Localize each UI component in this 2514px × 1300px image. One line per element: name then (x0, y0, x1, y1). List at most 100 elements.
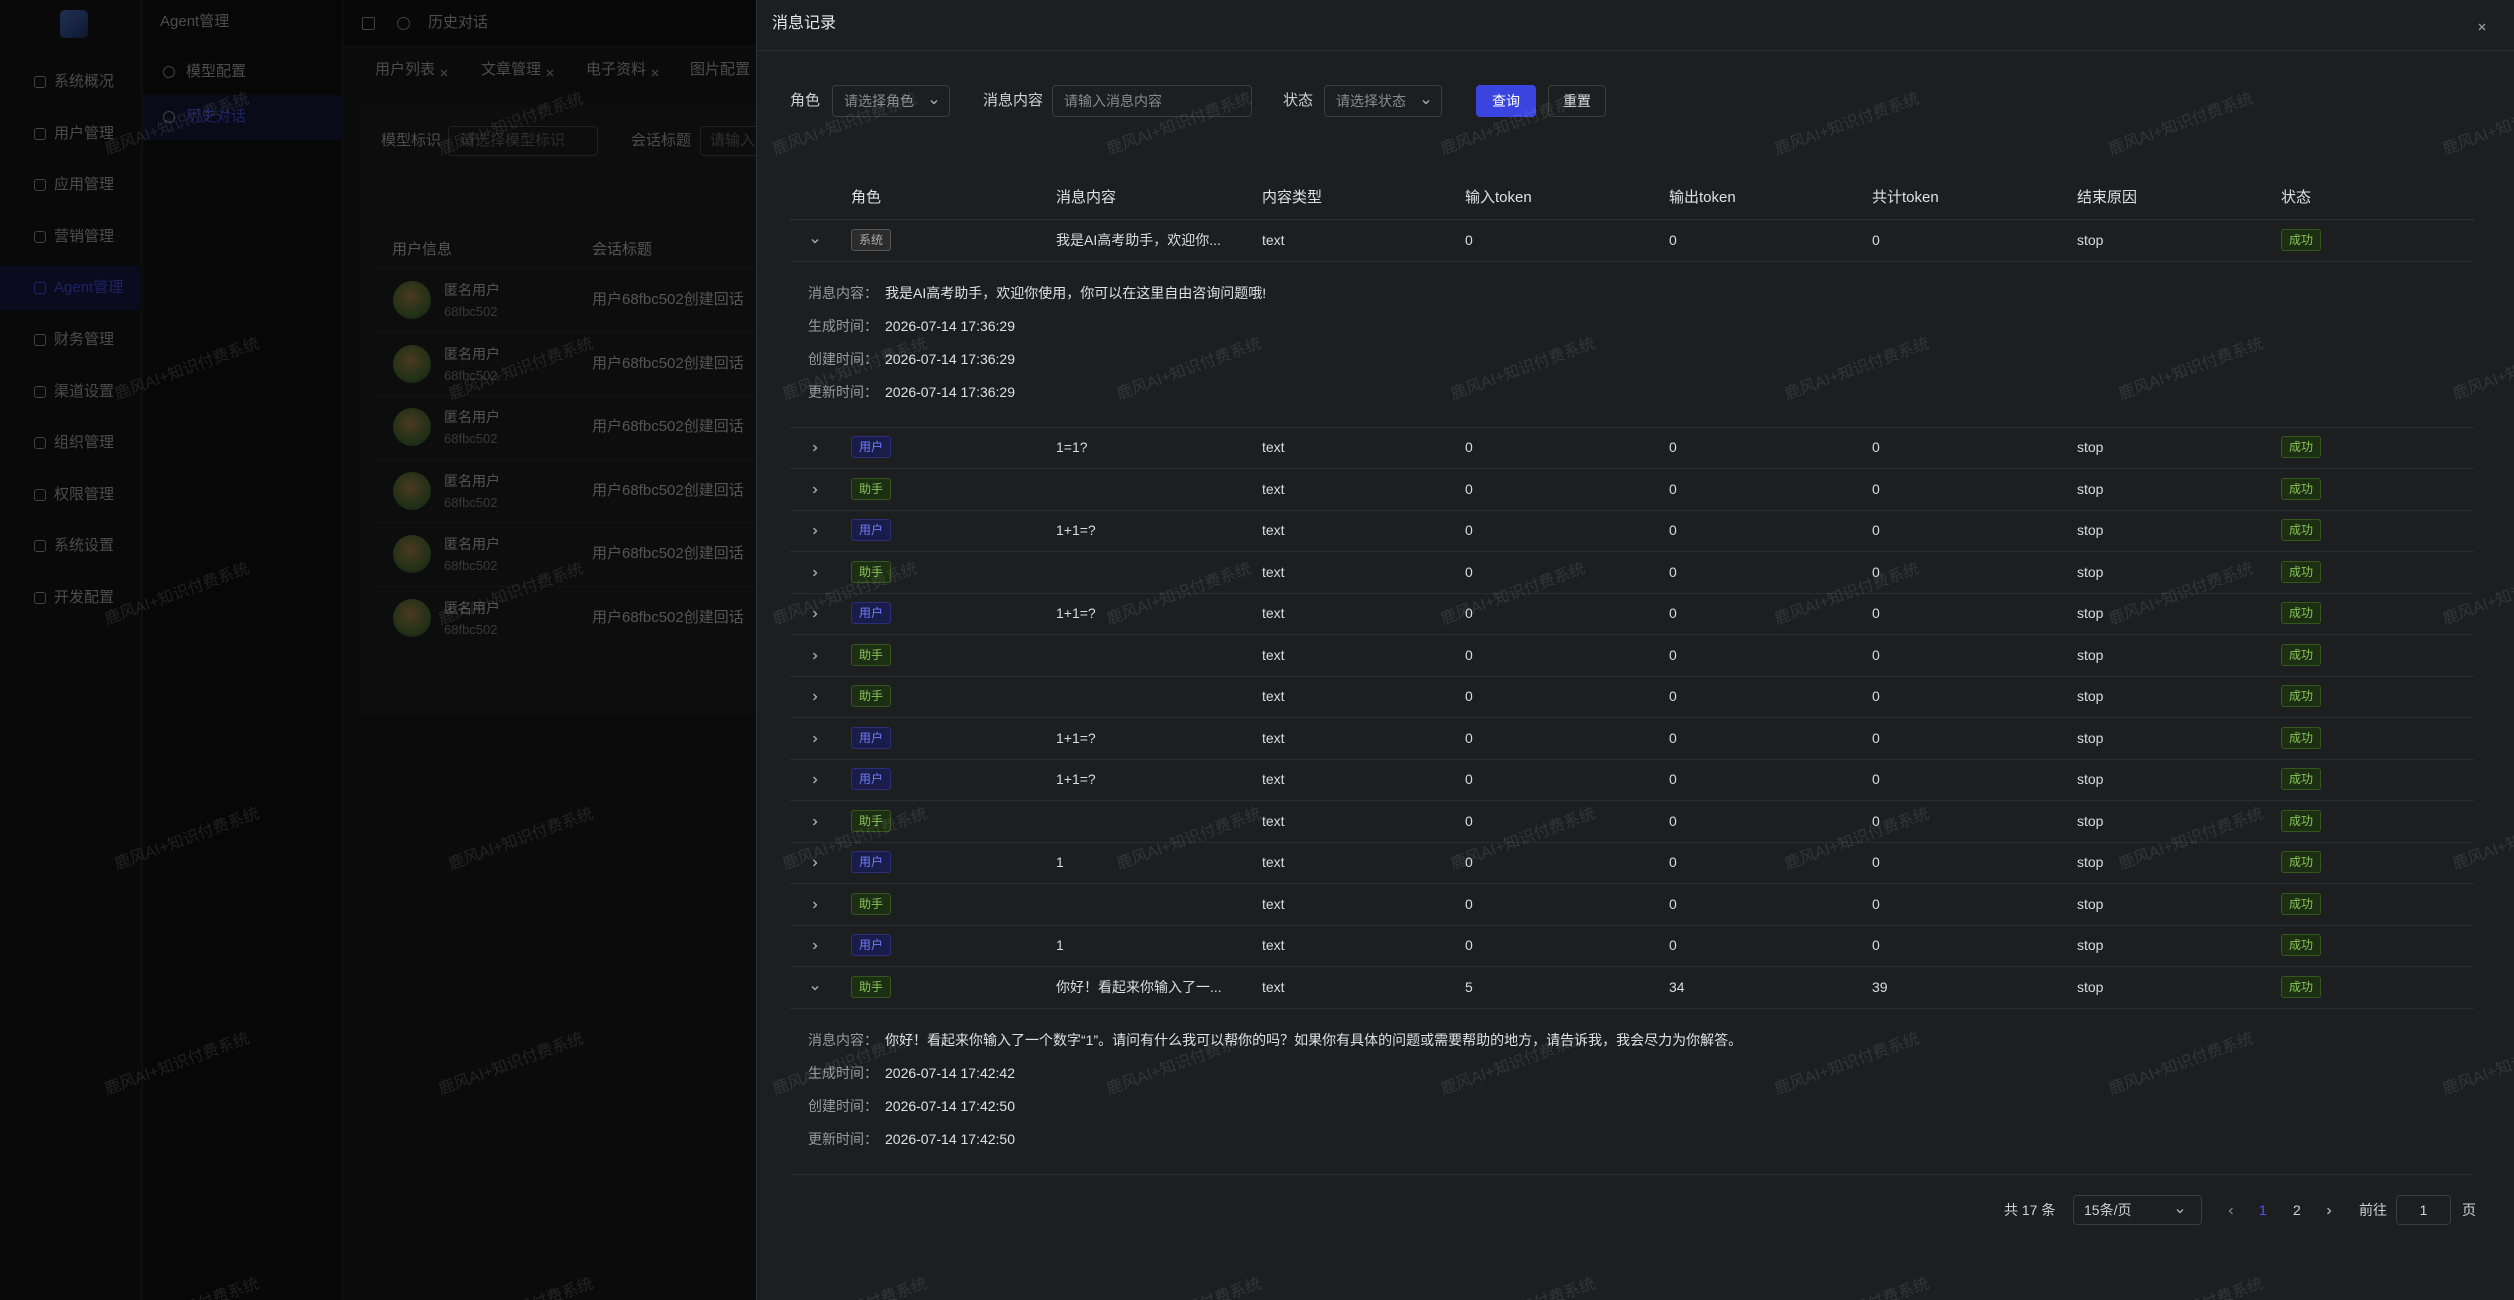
filter-select[interactable] (832, 85, 950, 117)
tab[interactable]: 图片配置 (690, 61, 751, 78)
cell-reason: stop (2077, 231, 2104, 248)
row-line (790, 800, 2474, 801)
cell-type: text (1262, 729, 1285, 746)
row-chevron[interactable] (809, 483, 821, 500)
row-chevron[interactable] (809, 607, 821, 624)
refresh-icon[interactable] (397, 17, 410, 30)
menu-item[interactable]: 系统设置 (0, 524, 140, 568)
reset-button[interactable]: 重置 (1548, 85, 1606, 117)
row-chevron[interactable] (809, 981, 821, 998)
header-line (790, 219, 2474, 220)
cell-total: 0 (1872, 605, 1880, 622)
drawer-close[interactable] (2477, 19, 2487, 36)
menu-item[interactable]: 营销管理 (0, 215, 140, 259)
menu-item[interactable]: 系统概况 (0, 60, 140, 104)
cell-reason: stop (2077, 895, 2104, 912)
filter-label: 消息内容 (983, 92, 1044, 109)
row-line (790, 675, 2474, 677)
menu-label: 组织管理 (54, 434, 115, 452)
row-chevron[interactable] (809, 649, 821, 666)
row-line (790, 260, 2474, 262)
goto-input[interactable]: 1 (2396, 1195, 2451, 1225)
page-number[interactable]: 1 (2259, 1202, 2267, 1218)
row-chevron[interactable] (809, 898, 821, 915)
filter-select[interactable] (1324, 85, 1442, 117)
filter-placeholder: 请选择状态 (1336, 93, 1406, 109)
tab[interactable]: 用户列表 (375, 61, 436, 78)
menu-item[interactable]: 财务管理 (0, 318, 140, 362)
row-chevron[interactable] (809, 566, 821, 583)
session-title: 用户68fbc502创建回话 (592, 418, 744, 436)
menu-item[interactable]: Agent管理 (0, 266, 140, 311)
submenu-item[interactable]: 模型配置 (186, 63, 247, 80)
cell-total: 0 (1872, 688, 1880, 705)
cell-input: 0 (1465, 937, 1473, 954)
cell-content: 1=1? (1056, 439, 1088, 456)
cell-output: 0 (1669, 729, 1677, 746)
filter-select[interactable] (448, 126, 598, 156)
row-chevron[interactable] (809, 815, 821, 832)
menu-item[interactable]: 组织管理 (0, 421, 140, 465)
cell-output: 0 (1669, 854, 1677, 871)
row-chevron[interactable] (809, 773, 821, 790)
row-chevron[interactable] (809, 732, 821, 749)
role-tag: 用户 (851, 726, 892, 749)
role-tag: 用户 (851, 602, 892, 625)
role-tag: 用户 (851, 519, 892, 542)
row-chevron[interactable] (809, 524, 821, 541)
user-id: 68fbc502 (444, 367, 498, 383)
cell-type: text (1262, 854, 1285, 871)
row-line (790, 634, 2474, 635)
drawer (756, 0, 2514, 1300)
row-chevron[interactable] (809, 856, 821, 873)
table-card (360, 196, 780, 716)
cell-content: 1+1=? (1056, 729, 1096, 746)
tab-close[interactable] (439, 65, 449, 82)
cell-output: 0 (1669, 646, 1677, 663)
menu-item[interactable]: 开发配置 (0, 576, 140, 620)
row-line (790, 551, 2474, 552)
submenu-icon[interactable] (163, 111, 175, 123)
collapse-icon[interactable] (362, 17, 375, 30)
column-header: 输出token (1669, 189, 1736, 206)
filter-input[interactable] (1052, 85, 1252, 117)
row-chevron[interactable] (809, 939, 821, 956)
row-chevron[interactable] (809, 441, 821, 458)
tab[interactable]: 文章管理 (481, 61, 542, 78)
tab[interactable]: 电子资料 (586, 61, 647, 78)
query-button[interactable]: 查询 (1476, 85, 1536, 117)
drawer-header-line (756, 50, 2514, 51)
menu-label: 财务管理 (54, 331, 115, 348)
row-chevron[interactable] (809, 690, 821, 707)
prev-page[interactable] (2225, 1204, 2237, 1221)
cell-total: 0 (1872, 231, 1880, 248)
cell-total: 0 (1872, 480, 1880, 497)
next-page[interactable] (2323, 1204, 2335, 1221)
menu-item[interactable]: 应用管理 (0, 163, 140, 207)
sidebar (0, 0, 140, 1300)
menu-item[interactable]: 渠道设置 (0, 370, 140, 414)
session-title: 用户68fbc502创建回话 (592, 481, 744, 499)
user-name: 匿名用户 (444, 536, 500, 553)
row-chevron[interactable] (809, 234, 821, 251)
page-size-select[interactable] (2073, 1195, 2202, 1225)
submenu-item[interactable]: 历史对话 (186, 108, 247, 125)
user-id: 68fbc502 (444, 622, 498, 637)
tab-close[interactable] (650, 65, 660, 82)
cell-reason: stop (2077, 439, 2104, 456)
menu-label: 用户管理 (54, 124, 115, 142)
cell-input: 0 (1465, 439, 1473, 456)
role-tag: 用户 (851, 436, 892, 459)
filter-placeholder: 请输入 (710, 132, 756, 149)
cell-input: 0 (1465, 522, 1473, 539)
tab-close[interactable] (545, 65, 555, 82)
menu-item[interactable]: 用户管理 (0, 112, 140, 156)
cell-output: 0 (1669, 937, 1677, 954)
submenu-icon[interactable] (163, 66, 175, 78)
detail-value: 你好！看起来你输入了一个数字“1”。请问有什么我可以帮你的吗？如果你有具体的问题… (885, 1031, 1743, 1048)
cell-input: 0 (1465, 729, 1473, 746)
page-number[interactable]: 2 (2293, 1202, 2301, 1218)
menu-icon (34, 488, 46, 501)
menu-item[interactable]: 权限管理 (0, 473, 140, 517)
user-id: 68fbc502 (444, 304, 498, 319)
